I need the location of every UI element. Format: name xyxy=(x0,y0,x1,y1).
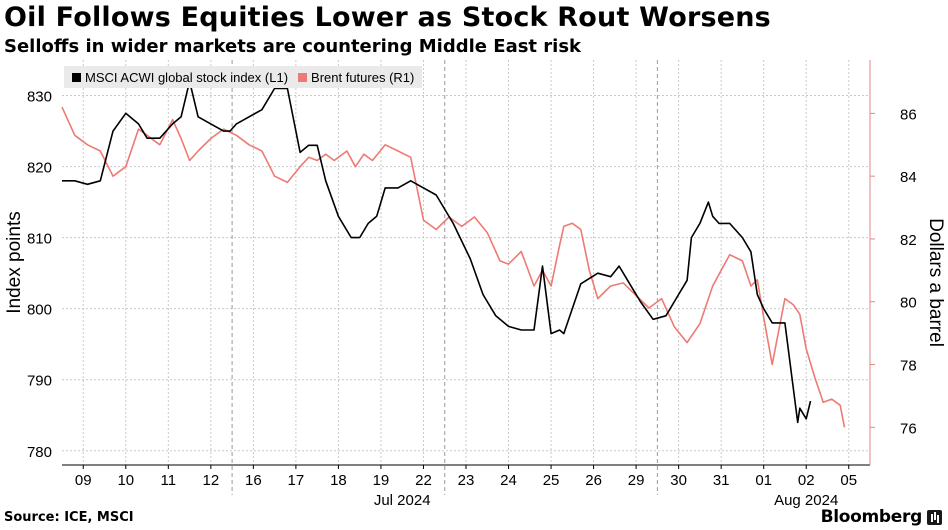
x-tick-label: 01 xyxy=(755,472,772,489)
x-tick-label: 22 xyxy=(415,472,432,489)
legend-swatch-oil xyxy=(298,72,308,82)
x-tick-label: 17 xyxy=(288,472,305,489)
y-left-tick-label: 820 xyxy=(27,160,52,177)
x-tick-label: 19 xyxy=(373,472,390,489)
x-tick-label: 09 xyxy=(75,472,92,489)
y-left-tick-label: 830 xyxy=(27,89,52,106)
legend-item-oil: Brent futures (R1) xyxy=(298,70,414,85)
legend-item-equity: MSCI ACWI global stock index (L1) xyxy=(72,70,288,85)
x-tick-label: 29 xyxy=(628,472,645,489)
y-left-tick-label: 780 xyxy=(27,444,52,461)
y-left-axis-title: Index points xyxy=(4,211,25,313)
x-tick-label: 25 xyxy=(543,472,560,489)
x-tick-label: 31 xyxy=(713,472,730,489)
x-tick-label: 23 xyxy=(458,472,475,489)
y-right-axis-title: Dollars a barrel xyxy=(925,218,946,347)
chart-subtitle: Selloffs in wider markets are countering… xyxy=(4,36,582,57)
y-right-tick-label: 86 xyxy=(900,106,917,123)
chart-title: Oil Follows Equities Lower as Stock Rout… xyxy=(4,2,771,33)
y-right-tick-label: 82 xyxy=(900,232,917,249)
x-month-label: Aug 2024 xyxy=(774,492,838,509)
x-tick-label: 10 xyxy=(117,472,134,489)
x-tick-label: 18 xyxy=(330,472,347,489)
series-line-equity xyxy=(62,80,812,424)
grid-layer xyxy=(62,60,870,465)
x-tick-label: 26 xyxy=(585,472,602,489)
series-line-oil xyxy=(61,106,846,428)
x-month-label: Jul 2024 xyxy=(374,492,431,509)
y-right-tick-label: 84 xyxy=(900,169,917,186)
x-tick-label: 24 xyxy=(500,472,517,489)
y-right-tick-label: 76 xyxy=(900,420,917,437)
legend-label-equity: MSCI ACWI global stock index (L1) xyxy=(85,69,289,85)
x-tick-label: 02 xyxy=(798,472,815,489)
y-left-tick-label: 800 xyxy=(27,302,52,319)
y-right-tick-label: 78 xyxy=(900,358,917,375)
legend: MSCI ACWI global stock index (L1) Brent … xyxy=(64,66,423,88)
y-right-tick-label: 80 xyxy=(900,295,917,312)
x-tick-label: 16 xyxy=(245,472,262,489)
legend-label-oil: Brent futures (R1) xyxy=(311,69,415,85)
series-layer xyxy=(61,80,846,428)
axis-layer: 780 790 800 810 820 830 76 78 80 82 84 86 09 10 11 12 16… xyxy=(4,60,946,509)
x-tick-label: 12 xyxy=(202,472,219,489)
x-tick-label: 30 xyxy=(670,472,687,489)
y-left-tick-label: 810 xyxy=(27,231,52,248)
source-note: Source: ICE, MSCI xyxy=(4,510,134,525)
y-left-tick-label: 790 xyxy=(27,373,52,390)
legend-swatch-equity xyxy=(72,72,81,82)
bloomberg-logo: Bloomberg xyxy=(820,507,923,527)
bloomberg-logo-icon xyxy=(927,510,942,525)
x-tick-label: 11 xyxy=(161,472,177,489)
x-tick-label: 05 xyxy=(840,472,857,489)
